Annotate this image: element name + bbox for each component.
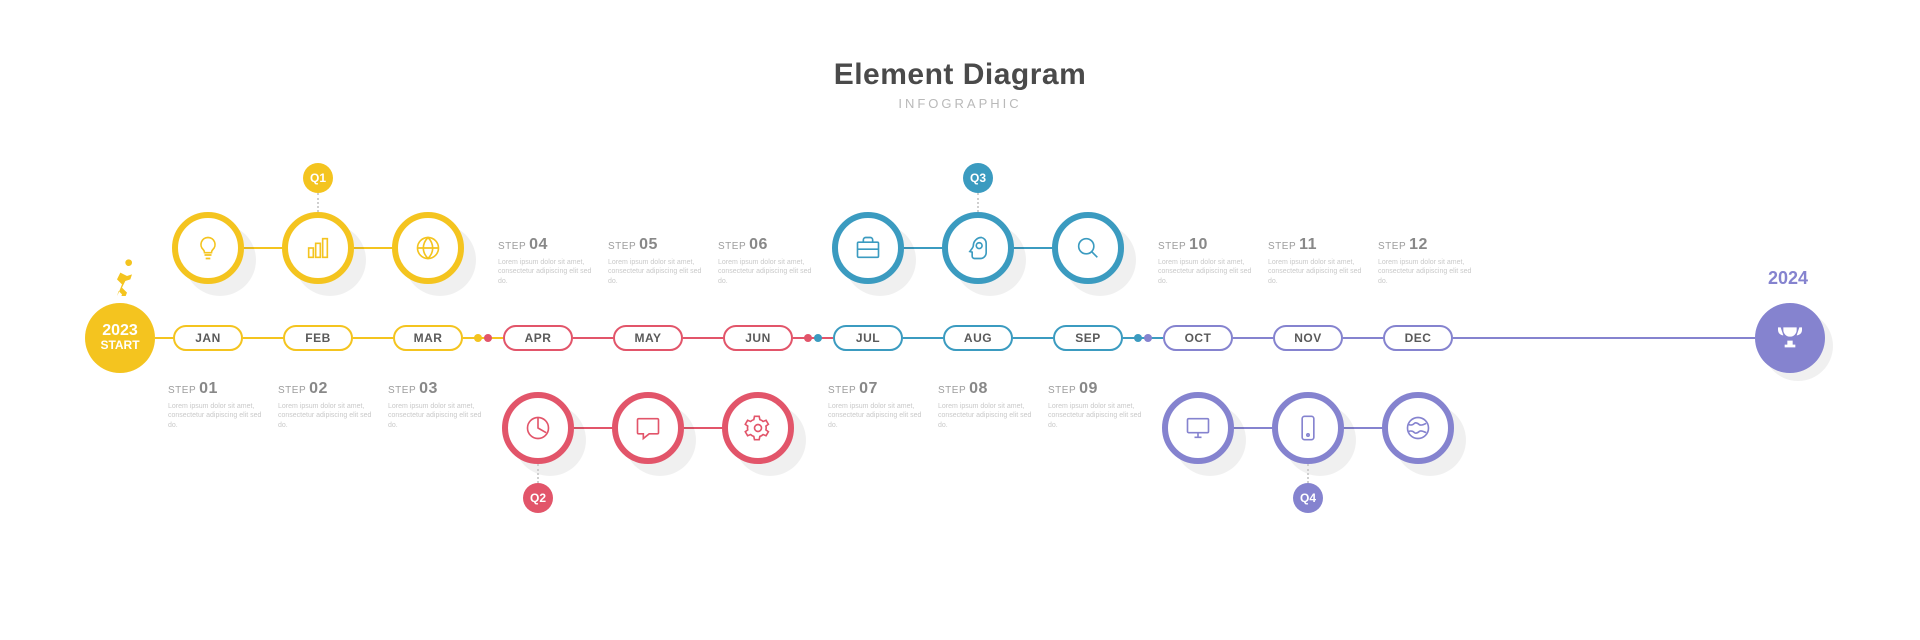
step-desc: Lorem ipsum dolor sit amet, consectetur … bbox=[1268, 258, 1368, 286]
month-pill: JUL bbox=[833, 325, 903, 351]
quarter-badge-connector bbox=[1307, 464, 1309, 483]
step-desc: Lorem ipsum dolor sit amet, consectetur … bbox=[1048, 402, 1148, 430]
icon-circle-briefcase bbox=[832, 212, 904, 284]
step-desc: Lorem ipsum dolor sit amet, consectetur … bbox=[828, 402, 928, 430]
month-pill: DEC bbox=[1383, 325, 1453, 351]
month-pill: AUG bbox=[943, 325, 1013, 351]
step-label: STEP02 bbox=[278, 380, 378, 398]
quarter-badge-connector bbox=[537, 464, 539, 483]
trophy-icon bbox=[1774, 322, 1806, 354]
step-desc: Lorem ipsum dolor sit amet, consectetur … bbox=[1378, 258, 1478, 286]
icon-circle-bars bbox=[282, 212, 354, 284]
baseline-connector bbox=[1233, 337, 1273, 339]
title-sub: INFOGRAPHIC bbox=[834, 96, 1087, 111]
icon-circle-phone bbox=[1272, 392, 1344, 464]
end-circle bbox=[1755, 303, 1825, 373]
month-pill: FEB bbox=[283, 325, 353, 351]
icon-circle-globe bbox=[392, 212, 464, 284]
step-label: STEP07 bbox=[828, 380, 928, 398]
month-pill: APR bbox=[503, 325, 573, 351]
step-label: STEP05 bbox=[608, 236, 708, 254]
baseline-connector bbox=[903, 337, 943, 339]
month-pill: MAY bbox=[613, 325, 683, 351]
step-label: STEP04 bbox=[498, 236, 598, 254]
step-desc: Lorem ipsum dolor sit amet, consectetur … bbox=[168, 402, 268, 430]
step-block: STEP08 Lorem ipsum dolor sit amet, consec… bbox=[938, 380, 1038, 430]
step-label: STEP08 bbox=[938, 380, 1038, 398]
start-circle: 2023START bbox=[85, 303, 155, 373]
baseline-connector bbox=[1013, 337, 1053, 339]
step-desc: Lorem ipsum dolor sit amet, consectetur … bbox=[388, 402, 488, 430]
step-block: STEP09 Lorem ipsum dolor sit amet, consec… bbox=[1048, 380, 1148, 430]
step-block: STEP04 Lorem ipsum dolor sit amet, consec… bbox=[498, 236, 598, 286]
baseline-connector bbox=[155, 337, 173, 339]
icon-circle-monitor bbox=[1162, 392, 1234, 464]
month-pill: OCT bbox=[1163, 325, 1233, 351]
icon-circle-headbrain bbox=[942, 212, 1014, 284]
quarter-badge-q1: Q1 bbox=[303, 163, 333, 193]
baseline-connector bbox=[1343, 337, 1383, 339]
step-label: STEP01 bbox=[168, 380, 268, 398]
start-year: 2023 bbox=[102, 323, 138, 339]
start-label: START bbox=[100, 339, 139, 352]
month-pill: SEP bbox=[1053, 325, 1123, 351]
icon-circle-piechart bbox=[502, 392, 574, 464]
month-pill: NOV bbox=[1273, 325, 1343, 351]
header: Element Diagram INFOGRAPHIC bbox=[834, 58, 1087, 111]
baseline-connector bbox=[243, 337, 283, 339]
step-desc: Lorem ipsum dolor sit amet, consectetur … bbox=[278, 402, 378, 430]
quarter-divider-dots bbox=[1134, 334, 1152, 342]
baseline-connector bbox=[573, 337, 613, 339]
step-label: STEP11 bbox=[1268, 236, 1368, 254]
step-desc: Lorem ipsum dolor sit amet, consectetur … bbox=[1158, 258, 1258, 286]
baseline-connector bbox=[683, 337, 723, 339]
icon-circle-world bbox=[1382, 392, 1454, 464]
quarter-badge-q3: Q3 bbox=[963, 163, 993, 193]
step-block: STEP10 Lorem ipsum dolor sit amet, consec… bbox=[1158, 236, 1258, 286]
step-block: STEP07 Lorem ipsum dolor sit amet, consec… bbox=[828, 380, 928, 430]
step-label: STEP03 bbox=[388, 380, 488, 398]
icon-circle-gear bbox=[722, 392, 794, 464]
step-block: STEP03 Lorem ipsum dolor sit amet, consec… bbox=[388, 380, 488, 430]
step-block: STEP11 Lorem ipsum dolor sit amet, consec… bbox=[1268, 236, 1368, 286]
end-year: 2024 bbox=[1768, 268, 1808, 289]
month-pill: MAR bbox=[393, 325, 463, 351]
quarter-divider-dots bbox=[804, 334, 822, 342]
step-label: STEP10 bbox=[1158, 236, 1258, 254]
step-block: STEP05 Lorem ipsum dolor sit amet, consec… bbox=[608, 236, 708, 286]
baseline-connector bbox=[1453, 337, 1755, 339]
baseline-connector bbox=[353, 337, 393, 339]
icon-circle-chat bbox=[612, 392, 684, 464]
step-label: STEP06 bbox=[718, 236, 818, 254]
step-desc: Lorem ipsum dolor sit amet, consectetur … bbox=[938, 402, 1038, 430]
step-desc: Lorem ipsum dolor sit amet, consectetur … bbox=[608, 258, 708, 286]
step-block: STEP01 Lorem ipsum dolor sit amet, consec… bbox=[168, 380, 268, 430]
month-pill: JUN bbox=[723, 325, 793, 351]
icon-circle-bulb bbox=[172, 212, 244, 284]
title-main: Element Diagram bbox=[834, 58, 1087, 92]
quarter-divider-dots bbox=[474, 334, 492, 342]
step-label: STEP09 bbox=[1048, 380, 1148, 398]
step-block: STEP06 Lorem ipsum dolor sit amet, consec… bbox=[718, 236, 818, 286]
step-desc: Lorem ipsum dolor sit amet, consectetur … bbox=[718, 258, 818, 286]
step-block: STEP12 Lorem ipsum dolor sit amet, consec… bbox=[1378, 236, 1478, 286]
step-block: STEP02 Lorem ipsum dolor sit amet, consec… bbox=[278, 380, 378, 430]
quarter-badge-q2: Q2 bbox=[523, 483, 553, 513]
icon-circle-magnifier bbox=[1052, 212, 1124, 284]
step-desc: Lorem ipsum dolor sit amet, consectetur … bbox=[498, 258, 598, 286]
quarter-badge-connector bbox=[317, 193, 319, 212]
step-label: STEP12 bbox=[1378, 236, 1478, 254]
month-pill: JAN bbox=[173, 325, 243, 351]
runner-icon bbox=[102, 256, 142, 296]
quarter-badge-connector bbox=[977, 193, 979, 212]
quarter-badge-q4: Q4 bbox=[1293, 483, 1323, 513]
